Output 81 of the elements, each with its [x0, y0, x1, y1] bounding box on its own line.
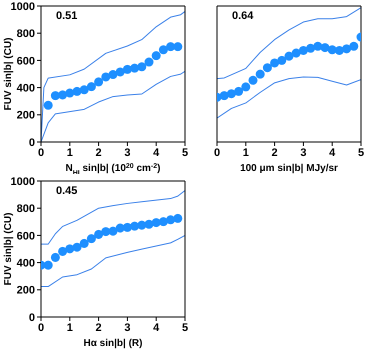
point — [94, 77, 104, 86]
annotation: 0.51 — [56, 10, 78, 22]
point — [50, 252, 60, 262]
x-tick-label: 2 — [96, 322, 102, 334]
y-tick-label: 600 — [16, 55, 35, 68]
x-tick-label: 5 — [182, 146, 188, 159]
point — [277, 56, 286, 65]
x-tick-label: 1 — [66, 146, 73, 159]
point — [130, 64, 140, 73]
point — [262, 63, 272, 72]
point — [284, 52, 294, 61]
point — [137, 62, 146, 72]
x-tick-label: 2 — [272, 146, 278, 159]
y-tick-label: 1000 — [10, 176, 35, 188]
point — [342, 44, 352, 54]
point — [72, 86, 82, 96]
point — [65, 244, 74, 254]
point — [298, 46, 308, 55]
point — [226, 89, 236, 98]
point — [270, 58, 280, 68]
point — [220, 91, 229, 100]
x-tick-label: 3 — [300, 146, 306, 159]
point — [86, 82, 96, 92]
y-tick-label: 400 — [16, 82, 35, 95]
point — [320, 43, 330, 52]
x-tick-label: 1 — [66, 322, 73, 334]
point — [80, 238, 89, 248]
point — [158, 45, 168, 54]
x-axis-title: 100 μm sin|b| MJy/sr — [240, 163, 338, 174]
point — [86, 234, 96, 244]
x-tick-label: 4 — [329, 146, 336, 159]
point — [152, 51, 161, 60]
x-tick-label: 3 — [124, 146, 130, 159]
point — [248, 76, 258, 85]
y-tick-label: 1000 — [10, 0, 35, 13]
y-tick-label: 800 — [16, 203, 35, 216]
y-tick-label: 800 — [16, 28, 35, 40]
x-tick-label: 2 — [96, 146, 102, 159]
x-tick-label: 5 — [358, 146, 364, 159]
point — [108, 226, 118, 236]
annotation: 0.45 — [56, 185, 78, 197]
point — [256, 70, 265, 79]
point — [116, 67, 125, 76]
y-tick-label: 0 — [28, 136, 35, 149]
point — [349, 42, 358, 51]
y-axis-title: FUV sin|b| (CU) — [2, 38, 14, 110]
point — [234, 86, 244, 96]
point — [44, 100, 53, 110]
x-tick-label: 1 — [242, 146, 249, 159]
x-tick-label: 0 — [38, 146, 44, 159]
x-tick-label: 0 — [214, 146, 220, 159]
point — [44, 260, 53, 270]
point — [173, 42, 182, 52]
y-tick-label: 200 — [16, 284, 35, 297]
y-axis-title: FUV sin|b| (CU) — [2, 212, 14, 286]
point — [108, 70, 118, 80]
point — [58, 90, 68, 100]
x-tick-label: 4 — [153, 146, 160, 159]
point — [144, 58, 154, 67]
x-tick-label: 3 — [124, 322, 130, 334]
point — [241, 82, 250, 92]
x-tick-label: 0 — [38, 322, 44, 334]
y-tick-label: 400 — [16, 258, 35, 270]
point — [58, 246, 68, 256]
x-tick-label: 5 — [182, 322, 188, 334]
y-tick-label: 600 — [16, 230, 35, 242]
point — [306, 44, 316, 53]
point — [101, 72, 110, 82]
x-tick-label: 4 — [153, 322, 160, 334]
point — [173, 214, 182, 223]
point — [80, 85, 89, 94]
y-tick-label: 200 — [16, 110, 35, 122]
point — [72, 242, 82, 252]
point — [94, 230, 104, 239]
point — [158, 217, 168, 226]
y-tick-label: 0 — [28, 312, 35, 324]
annotation: 0.64 — [232, 10, 254, 22]
x-axis-title: Hα sin|b| (R) — [84, 338, 142, 349]
line-series — [41, 234, 185, 288]
point — [334, 46, 344, 55]
point — [292, 48, 301, 58]
